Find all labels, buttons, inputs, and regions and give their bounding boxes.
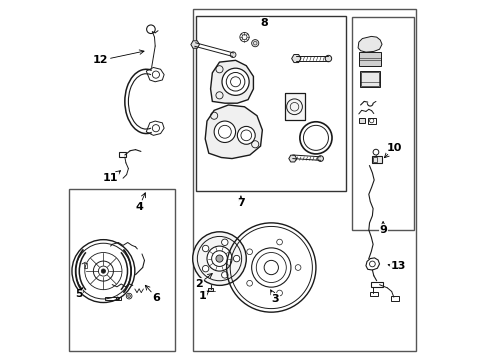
Bar xyxy=(360,72,378,86)
Text: 9: 9 xyxy=(378,222,386,235)
Circle shape xyxy=(214,121,235,143)
Polygon shape xyxy=(205,105,262,158)
Polygon shape xyxy=(291,54,300,63)
Circle shape xyxy=(251,40,258,47)
Text: 7: 7 xyxy=(237,196,244,208)
Text: 12: 12 xyxy=(93,50,143,65)
Bar xyxy=(105,297,121,300)
Circle shape xyxy=(192,232,246,285)
Bar xyxy=(196,16,346,191)
Text: 11: 11 xyxy=(103,171,120,183)
Bar xyxy=(207,288,213,292)
Text: 1: 1 xyxy=(198,291,208,301)
Polygon shape xyxy=(357,36,381,52)
Text: 13: 13 xyxy=(387,261,405,271)
Bar xyxy=(359,71,380,87)
Circle shape xyxy=(233,255,240,262)
Circle shape xyxy=(127,295,130,297)
Circle shape xyxy=(216,255,223,262)
Bar xyxy=(367,118,375,123)
Bar xyxy=(119,153,125,157)
Circle shape xyxy=(202,245,208,252)
Circle shape xyxy=(101,269,105,273)
Bar xyxy=(192,9,415,351)
Circle shape xyxy=(237,126,255,144)
Bar xyxy=(351,18,413,230)
Circle shape xyxy=(325,55,331,62)
Text: 6: 6 xyxy=(145,285,160,303)
Circle shape xyxy=(317,156,323,161)
Circle shape xyxy=(202,265,208,272)
Circle shape xyxy=(222,68,248,95)
Polygon shape xyxy=(210,60,253,103)
Text: 5: 5 xyxy=(75,288,82,299)
Bar xyxy=(373,157,376,162)
Bar xyxy=(369,292,378,296)
Polygon shape xyxy=(190,41,199,48)
Circle shape xyxy=(221,272,227,278)
Circle shape xyxy=(221,239,227,246)
Circle shape xyxy=(206,246,231,271)
Text: 10: 10 xyxy=(384,143,402,158)
Bar xyxy=(284,93,304,120)
Text: 2: 2 xyxy=(195,274,212,289)
Bar xyxy=(390,296,398,301)
Polygon shape xyxy=(288,155,296,162)
Bar xyxy=(358,118,365,123)
Bar xyxy=(84,262,87,267)
Bar xyxy=(372,157,381,163)
Text: 4: 4 xyxy=(135,193,145,212)
Circle shape xyxy=(230,52,236,58)
Bar xyxy=(370,282,382,287)
Bar xyxy=(358,52,380,66)
Text: 3: 3 xyxy=(270,290,279,303)
Text: 8: 8 xyxy=(260,18,267,28)
Bar xyxy=(69,189,175,351)
